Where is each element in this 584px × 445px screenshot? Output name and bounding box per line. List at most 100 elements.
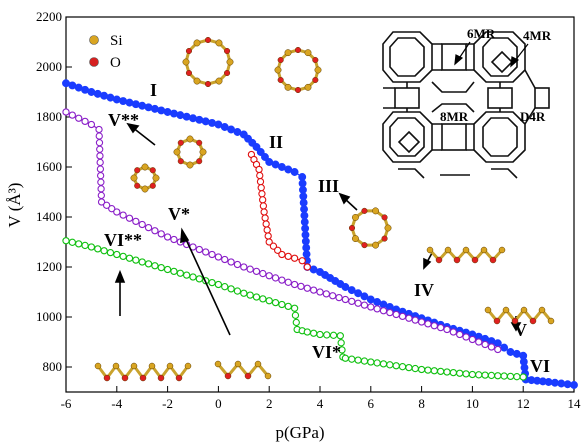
data-point xyxy=(417,365,426,374)
x-tick-label: -4 xyxy=(111,396,122,411)
data-point xyxy=(354,299,362,307)
atom xyxy=(226,58,234,66)
atom xyxy=(234,360,242,368)
data-point xyxy=(512,349,521,358)
atom xyxy=(547,317,555,325)
atom xyxy=(304,49,312,57)
atom xyxy=(149,167,156,174)
atom xyxy=(224,372,232,380)
data-point xyxy=(298,179,307,188)
data-point xyxy=(443,325,451,334)
data-point xyxy=(131,100,140,109)
atom xyxy=(182,58,190,66)
data-point xyxy=(292,318,300,327)
data-point xyxy=(74,83,83,92)
data-point xyxy=(379,360,388,368)
data-point xyxy=(252,143,261,151)
data-point xyxy=(329,331,338,339)
data-point xyxy=(81,117,89,126)
data-point xyxy=(170,109,178,118)
data-point xyxy=(417,318,426,326)
atom xyxy=(166,362,174,370)
data-point xyxy=(271,160,280,169)
data-point xyxy=(323,331,331,339)
data-point xyxy=(386,308,394,317)
data-point xyxy=(62,237,70,245)
atom xyxy=(244,372,252,380)
data-point xyxy=(436,367,445,376)
data-point xyxy=(519,373,527,381)
data-point xyxy=(373,305,381,313)
data-point xyxy=(373,359,381,367)
data-point xyxy=(176,111,185,120)
data-point xyxy=(367,303,375,311)
annotation-arrows xyxy=(114,122,522,336)
data-point xyxy=(97,191,105,200)
data-point xyxy=(261,214,269,222)
data-point xyxy=(227,125,236,134)
atom xyxy=(157,374,165,382)
data-point xyxy=(87,120,96,129)
data-point xyxy=(360,301,369,309)
data-point xyxy=(506,372,515,381)
data-point xyxy=(255,165,263,174)
data-point xyxy=(233,128,242,136)
data-point xyxy=(301,224,310,233)
data-point xyxy=(392,310,400,319)
data-point xyxy=(259,202,268,210)
atom xyxy=(214,360,222,368)
data-point xyxy=(284,252,292,261)
data-point xyxy=(97,198,106,206)
data-point xyxy=(265,238,273,246)
data-point xyxy=(163,265,172,274)
atom xyxy=(277,56,284,64)
x-tick-label: 0 xyxy=(215,396,222,411)
atom xyxy=(121,374,129,382)
inset-label-d4r: D4R xyxy=(520,109,546,124)
data-point xyxy=(157,230,165,238)
data-point xyxy=(354,356,362,364)
data-point xyxy=(366,295,375,304)
data-point xyxy=(449,328,457,336)
data-point xyxy=(261,153,269,161)
data-point xyxy=(360,292,369,301)
data-point xyxy=(208,278,216,287)
atom xyxy=(489,256,497,264)
data-point xyxy=(570,381,578,389)
atom xyxy=(134,167,141,174)
atom xyxy=(215,39,223,47)
atom xyxy=(351,213,359,221)
atom xyxy=(502,306,510,314)
data-point xyxy=(157,263,165,272)
data-point xyxy=(95,132,103,140)
data-point xyxy=(259,269,267,278)
data-point xyxy=(373,298,382,306)
data-point xyxy=(513,373,521,381)
atom xyxy=(149,182,156,189)
data-point xyxy=(189,273,197,281)
data-point xyxy=(341,354,350,362)
atom xyxy=(484,306,492,314)
data-point xyxy=(112,95,121,104)
data-point xyxy=(119,211,127,219)
data-point xyxy=(405,363,413,372)
data-point xyxy=(62,79,70,88)
atom xyxy=(193,77,201,85)
data-point xyxy=(398,363,407,371)
data-point xyxy=(94,245,102,253)
data-point xyxy=(96,171,105,180)
atom xyxy=(304,83,312,91)
inset-label-6mr: 6MR xyxy=(467,26,496,41)
inset-label-8mr: 8MR xyxy=(440,109,469,124)
legend-o-marker xyxy=(89,57,99,67)
data-point xyxy=(392,362,400,370)
data-point xyxy=(290,304,299,312)
data-point xyxy=(95,125,103,134)
data-point xyxy=(119,97,128,106)
y-tick-label: 1400 xyxy=(36,209,62,224)
data-point xyxy=(62,108,70,116)
data-point xyxy=(119,252,127,261)
data-point xyxy=(398,312,407,321)
data-point xyxy=(144,260,153,268)
